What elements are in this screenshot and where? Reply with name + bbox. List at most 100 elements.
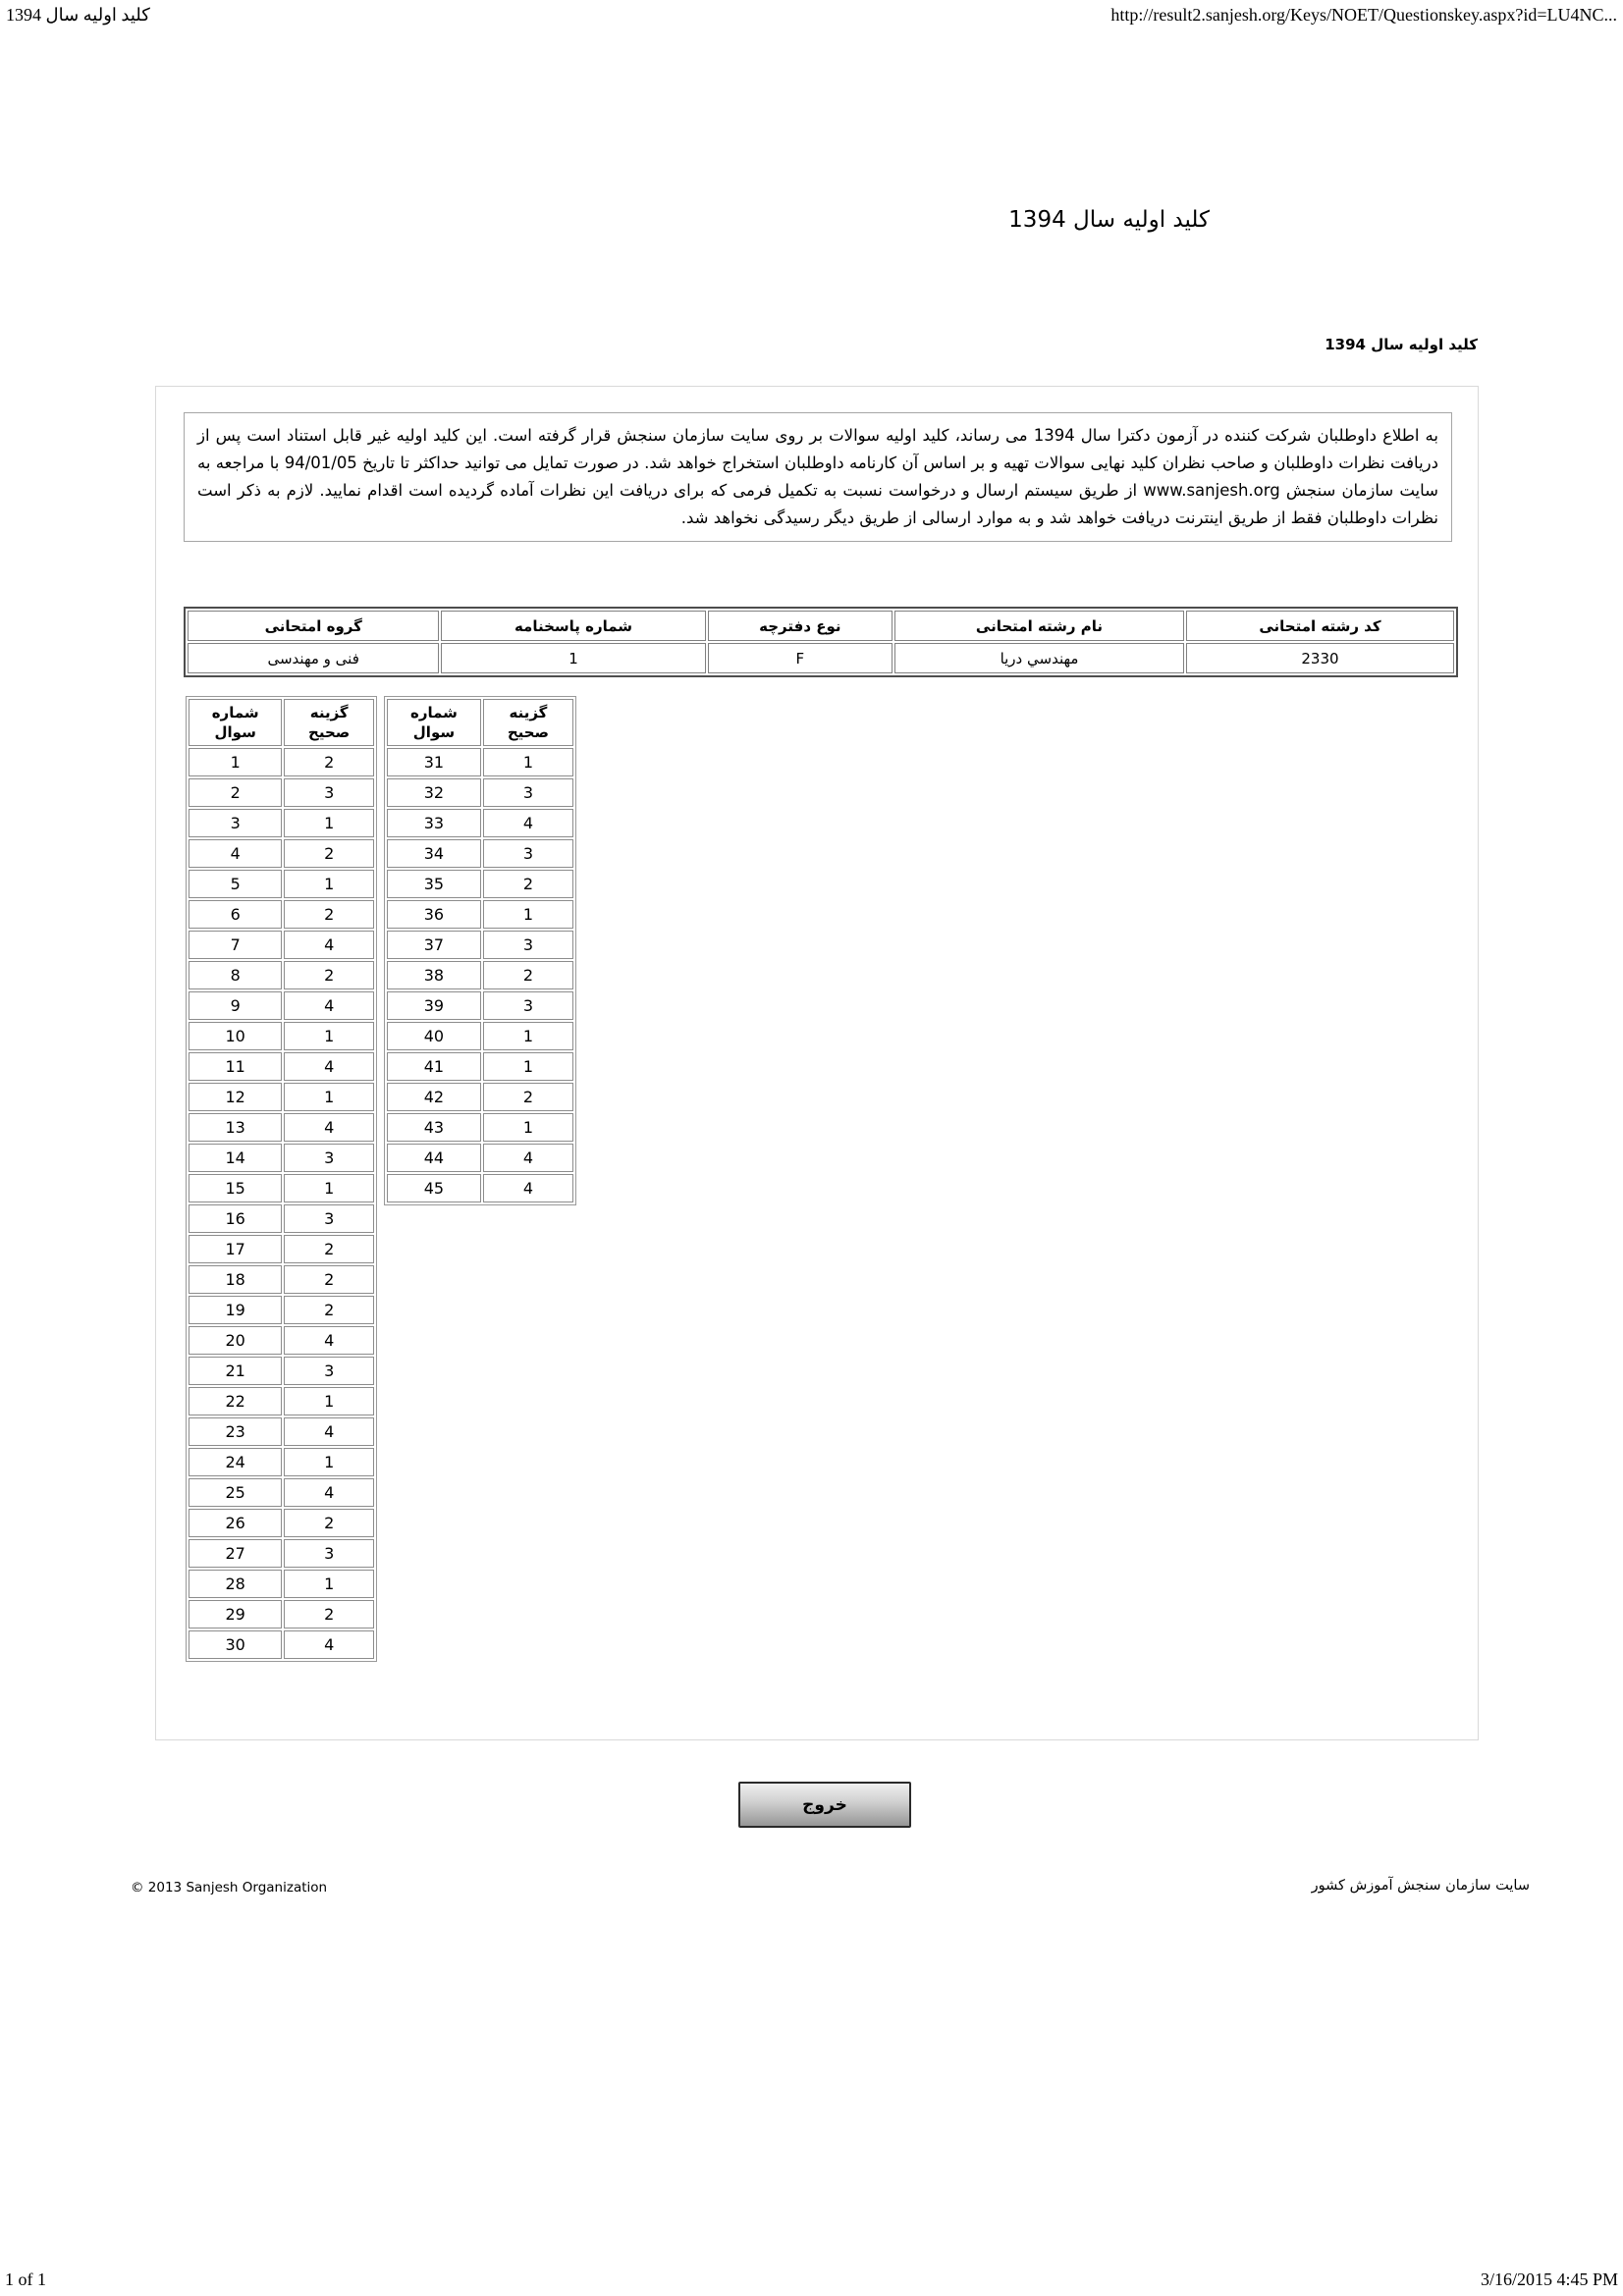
question-number-cell: 2 bbox=[189, 778, 283, 807]
answer-row: 41 1 bbox=[387, 1052, 573, 1081]
question-number-cell: 40 bbox=[387, 1022, 481, 1050]
question-number-cell: 41 bbox=[387, 1052, 481, 1081]
question-number-cell: 45 bbox=[387, 1174, 481, 1202]
answer-row: 30 4 bbox=[189, 1630, 374, 1659]
correct-option-cell: 3 bbox=[482, 839, 573, 868]
print-footer-timestamp: 3/16/2015 4:45 PM bbox=[1480, 2269, 1618, 2289]
question-number-cell: 4 bbox=[189, 839, 283, 868]
answer-key-table-2: شماره سوال گزینه صحیح 31 1 32 3 33 4 34 3 35 2 36 1… bbox=[384, 696, 576, 1205]
correct-option-cell: 3 bbox=[284, 1357, 374, 1385]
answer-row: 22 1 bbox=[189, 1387, 374, 1415]
answer-row: 18 2 bbox=[189, 1265, 374, 1294]
exam-info-table: گروه امتحانی شماره پاسخنامه نوع دفترچه ن… bbox=[184, 607, 1458, 677]
header-field-name: نام رشته امتحانی bbox=[894, 611, 1184, 641]
correct-option-cell: 2 bbox=[284, 1600, 374, 1629]
question-number-cell: 18 bbox=[189, 1265, 283, 1294]
correct-option-cell: 4 bbox=[284, 991, 374, 1020]
answer-row: 36 1 bbox=[387, 900, 573, 929]
correct-option-cell: 1 bbox=[284, 1083, 374, 1111]
question-number-cell: 33 bbox=[387, 809, 481, 837]
question-number-cell: 13 bbox=[189, 1113, 283, 1142]
question-number-cell: 27 bbox=[189, 1539, 283, 1568]
question-number-cell: 1 bbox=[189, 748, 283, 776]
correct-option-cell: 2 bbox=[284, 1509, 374, 1537]
correct-option-cell: 2 bbox=[284, 1235, 374, 1263]
question-number-cell: 7 bbox=[189, 931, 283, 959]
correct-option-cell: 3 bbox=[284, 1539, 374, 1568]
correct-option-cell: 1 bbox=[284, 1174, 374, 1202]
correct-option-cell: 2 bbox=[284, 1296, 374, 1324]
site-name-text: سایت سازمان سنجش آموزش کشور bbox=[1311, 1878, 1530, 1894]
question-number-cell: 16 bbox=[189, 1204, 283, 1233]
question-number-cell: 37 bbox=[387, 931, 481, 959]
question-number-cell: 11 bbox=[189, 1052, 283, 1081]
value-booklet-type: F bbox=[707, 643, 893, 673]
correct-option-cell: 3 bbox=[284, 1204, 374, 1233]
correct-option-cell: 3 bbox=[482, 991, 573, 1020]
answer-row: 17 2 bbox=[189, 1235, 374, 1263]
correct-option-cell: 2 bbox=[482, 870, 573, 898]
correct-option-cell: 4 bbox=[284, 1478, 374, 1507]
answer-row: 28 1 bbox=[189, 1570, 374, 1598]
answer-row: 44 4 bbox=[387, 1144, 573, 1172]
answer-row: 33 4 bbox=[387, 809, 573, 837]
answer-row: 16 3 bbox=[189, 1204, 374, 1233]
correct-option-cell: 2 bbox=[284, 748, 374, 776]
correct-option-cell: 1 bbox=[284, 809, 374, 837]
question-number-cell: 10 bbox=[189, 1022, 283, 1050]
content-box: به اطلاع داوطلبان شرکت کننده در آزمون دک… bbox=[155, 386, 1479, 1740]
question-number-cell: 28 bbox=[189, 1570, 283, 1598]
header-booklet-type: نوع دفترچه bbox=[707, 611, 893, 641]
correct-option-cell: 3 bbox=[284, 1144, 374, 1172]
answer-row: 13 4 bbox=[189, 1113, 374, 1142]
correct-option-cell: 4 bbox=[482, 1174, 573, 1202]
header-question-number: شماره سوال bbox=[189, 699, 283, 746]
question-number-cell: 38 bbox=[387, 961, 481, 989]
question-number-cell: 39 bbox=[387, 991, 481, 1020]
correct-option-cell: 2 bbox=[482, 1083, 573, 1111]
question-number-cell: 29 bbox=[189, 1600, 283, 1629]
correct-option-cell: 4 bbox=[284, 931, 374, 959]
exam-info-header-row: گروه امتحانی شماره پاسخنامه نوع دفترچه ن… bbox=[188, 611, 1454, 641]
correct-option-cell: 4 bbox=[284, 1630, 374, 1659]
answer-row: 42 2 bbox=[387, 1083, 573, 1111]
exam-info-value-row: فنی و مهندسی 1 F مهندسي دريا 2330 bbox=[188, 643, 1454, 673]
correct-option-cell: 1 bbox=[284, 1448, 374, 1476]
answer-row: 25 4 bbox=[189, 1478, 374, 1507]
answer-row: 29 2 bbox=[189, 1600, 374, 1629]
question-number-cell: 15 bbox=[189, 1174, 283, 1202]
header-correct-option: گزینه صحیح bbox=[284, 699, 374, 746]
question-number-cell: 3 bbox=[189, 809, 283, 837]
answer-row: 45 4 bbox=[387, 1174, 573, 1202]
question-number-cell: 20 bbox=[189, 1326, 283, 1355]
answer-row: 26 2 bbox=[189, 1509, 374, 1537]
correct-option-cell: 4 bbox=[284, 1326, 374, 1355]
correct-option-cell: 1 bbox=[482, 1022, 573, 1050]
answer-row: 31 1 bbox=[387, 748, 573, 776]
print-header-url: http://result2.sanjesh.org/Keys/NOET/Que… bbox=[1110, 5, 1617, 25]
correct-option-cell: 3 bbox=[284, 778, 374, 807]
question-number-cell: 42 bbox=[387, 1083, 481, 1111]
answer-row: 14 3 bbox=[189, 1144, 374, 1172]
question-number-cell: 17 bbox=[189, 1235, 283, 1263]
correct-option-cell: 4 bbox=[482, 809, 573, 837]
correct-option-cell: 1 bbox=[482, 748, 573, 776]
header-field-code: کد رشته امتحانی bbox=[1185, 611, 1454, 641]
exit-button[interactable]: خروج bbox=[738, 1782, 911, 1828]
question-number-cell: 24 bbox=[189, 1448, 283, 1476]
answer-row: 11 4 bbox=[189, 1052, 374, 1081]
header-correct-option: گزینه صحیح bbox=[482, 699, 573, 746]
answer-row: 21 3 bbox=[189, 1357, 374, 1385]
question-number-cell: 23 bbox=[189, 1417, 283, 1446]
correct-option-cell: 1 bbox=[482, 1113, 573, 1142]
header-exam-group: گروه امتحانی bbox=[188, 611, 440, 641]
answer-row: 34 3 bbox=[387, 839, 573, 868]
answer-row: 24 1 bbox=[189, 1448, 374, 1476]
